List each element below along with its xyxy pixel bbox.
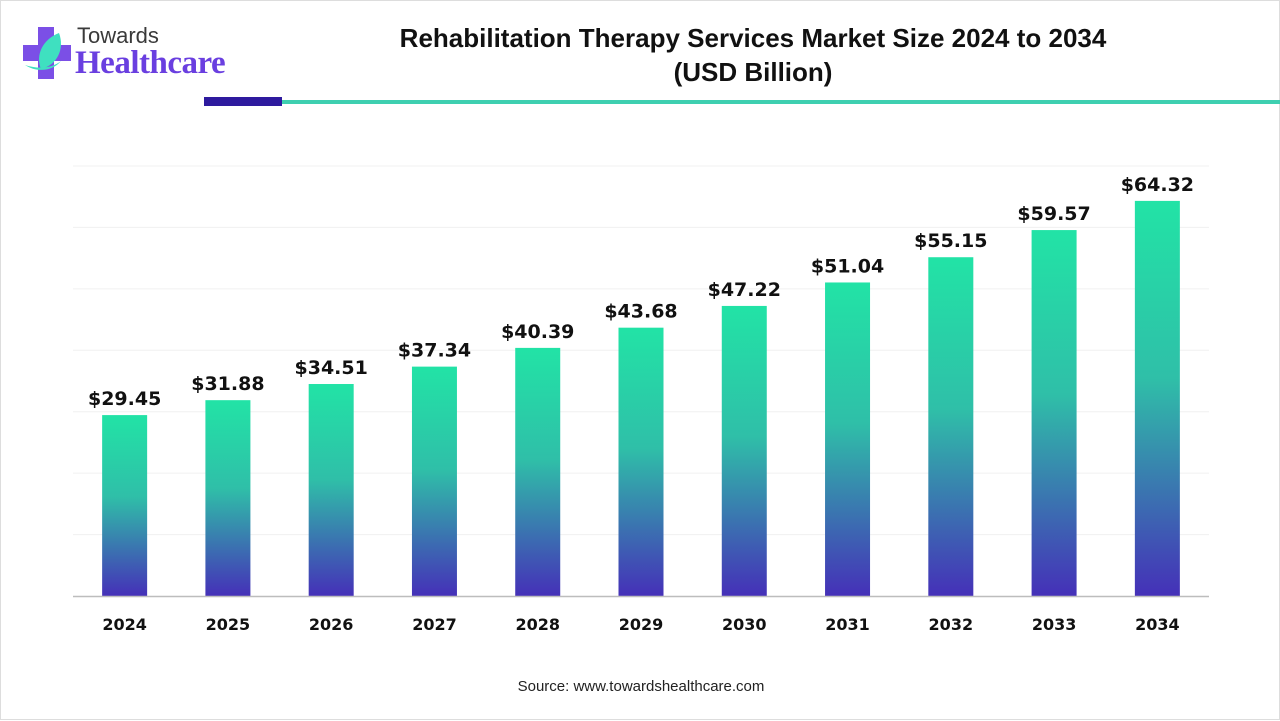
x-tick-label-2030: 2030 <box>722 615 767 634</box>
x-tick-label-2034: 2034 <box>1135 615 1180 634</box>
chart-title: Rehabilitation Therapy Services Market S… <box>301 21 1205 89</box>
x-tick-label-2032: 2032 <box>929 615 974 634</box>
bar-2024 <box>102 415 148 596</box>
brand-logo: Towards Healthcare <box>23 23 243 83</box>
data-label-2030: $47.22 <box>708 279 781 301</box>
brand-line2: Healthcare <box>75 45 226 81</box>
data-label-2026: $34.51 <box>295 357 368 379</box>
x-tick-label-2028: 2028 <box>515 615 560 634</box>
data-label-2032: $55.15 <box>914 230 987 252</box>
data-label-2031: $51.04 <box>811 255 884 277</box>
bar-2025 <box>205 400 251 596</box>
bar-2028 <box>515 347 561 596</box>
brand-line1: Towards <box>77 23 159 48</box>
x-tick-label-2033: 2033 <box>1032 615 1077 634</box>
header-accent-teal <box>282 100 1280 104</box>
header-accent-dark <box>204 97 282 106</box>
data-label-2028: $40.39 <box>501 321 574 343</box>
x-tick-label-2025: 2025 <box>206 615 251 634</box>
bar-2031 <box>825 282 871 596</box>
x-tick-label-2024: 2024 <box>102 615 147 634</box>
bar-2034 <box>1134 200 1180 597</box>
x-tick-label-2027: 2027 <box>412 615 457 634</box>
bar-2027 <box>411 366 457 596</box>
medical-cross-leaf-icon <box>23 27 71 79</box>
data-label-2029: $43.68 <box>604 301 677 323</box>
data-label-2034: $64.32 <box>1121 174 1194 196</box>
bar-2026 <box>308 384 354 596</box>
data-label-2033: $59.57 <box>1017 203 1090 225</box>
data-label-2027: $37.34 <box>398 340 471 362</box>
bar-2033 <box>1031 230 1077 596</box>
title-line2: (USD Billion) <box>673 57 833 87</box>
bar-2029 <box>618 327 664 596</box>
data-label-2024: $29.45 <box>88 388 161 410</box>
x-tick-label-2029: 2029 <box>619 615 664 634</box>
title-line1: Rehabilitation Therapy Services Market S… <box>399 23 1107 53</box>
data-label-2025: $31.88 <box>191 373 264 395</box>
x-tick-label-2031: 2031 <box>825 615 870 634</box>
bar-2032 <box>928 257 974 596</box>
source-note: Source: www.towardshealthcare.com <box>517 678 765 695</box>
x-tick-label-2026: 2026 <box>309 615 354 634</box>
bar-2030 <box>721 305 767 596</box>
